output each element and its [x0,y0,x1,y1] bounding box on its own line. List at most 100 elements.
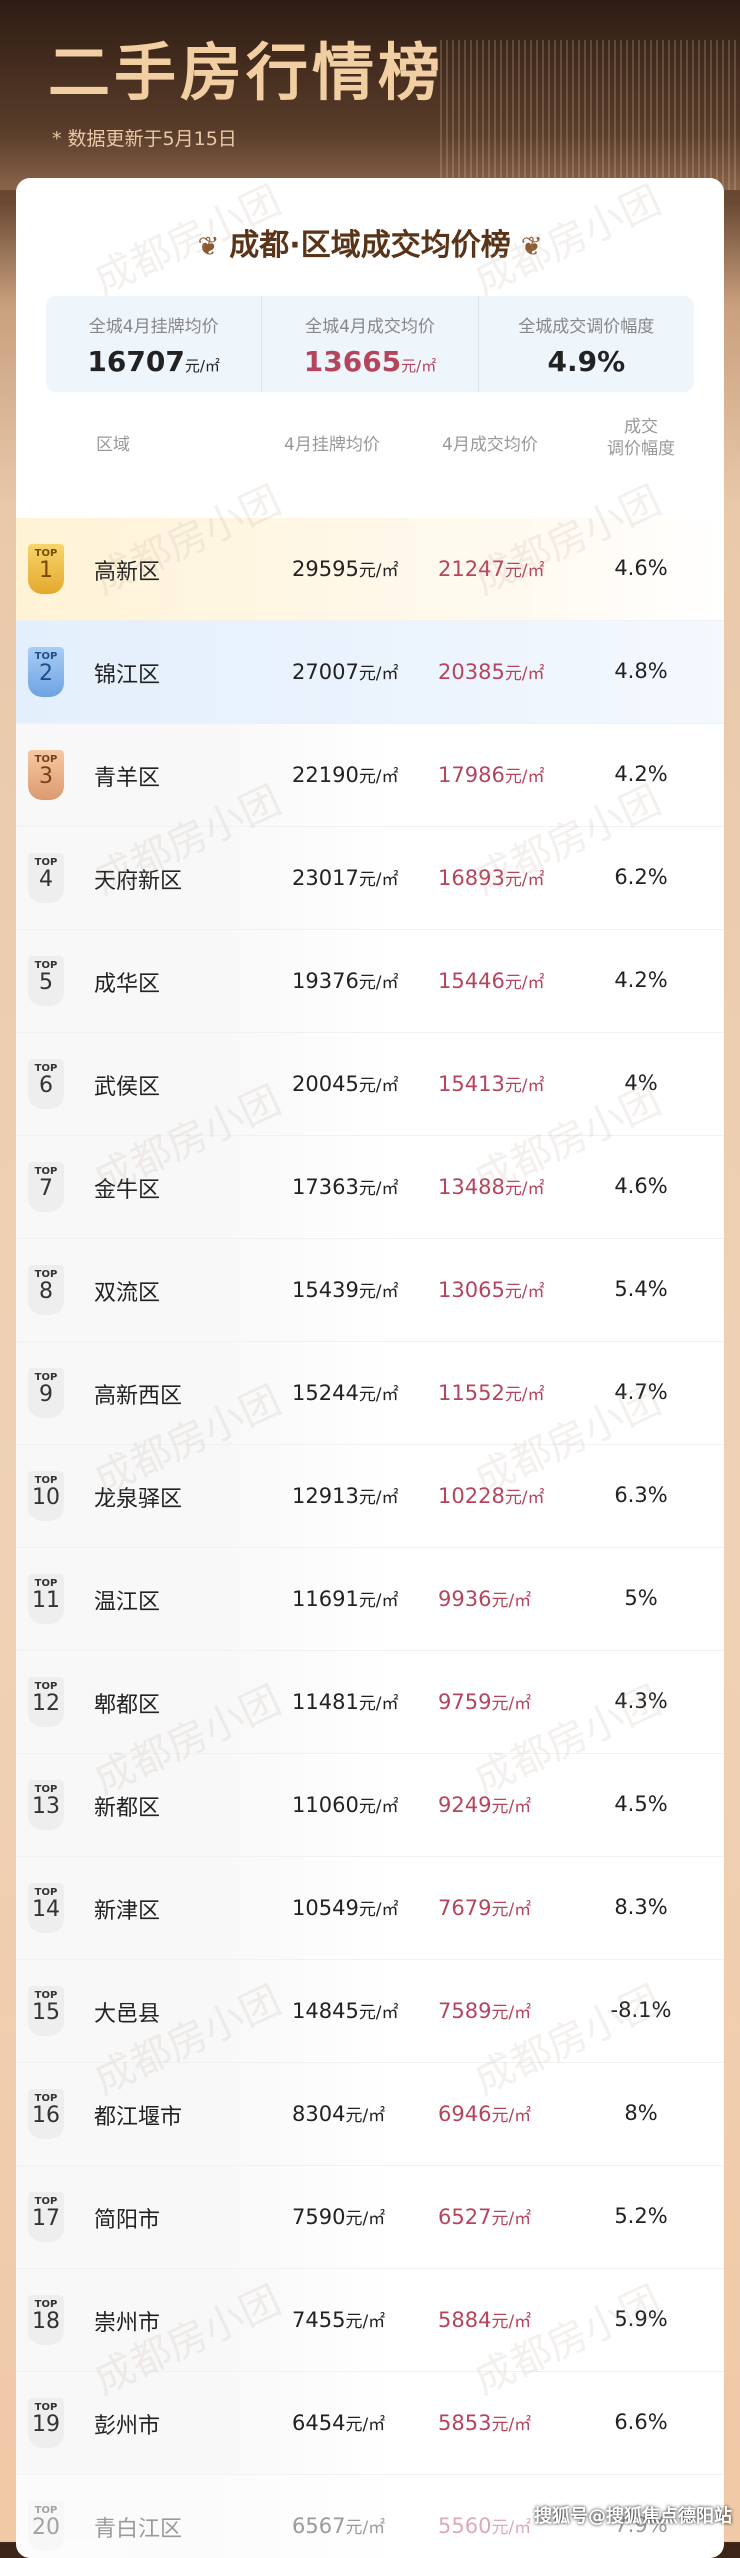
rank-number: 9 [39,1382,53,1407]
col-listing: 4月挂牌均价 [284,435,380,455]
rank-badge: TOP 8 [28,1265,64,1315]
value: 22190 [292,763,359,787]
deal-price: 11552元/㎡ [438,1380,545,1405]
deal-price: 13488元/㎡ [438,1174,545,1199]
unit: 元/㎡ [358,1797,399,1817]
region-name: 高新区 [94,560,161,585]
rank-number: 18 [32,2309,60,2334]
ranking-table: TOP 1 高新区 29595元/㎡ 21247元/㎡ 4.6% TOP 2 锦江区 … [16,518,724,2558]
summary-value: 16707元/㎡ [46,345,261,378]
region-name: 天府新区 [94,869,183,894]
region-name: 崇州市 [94,2311,161,2336]
rank-number: 7 [39,1176,53,1201]
value: 7589 [438,1999,492,2023]
price-change: 5% [624,1586,658,1610]
deal-price: 7679元/㎡ [438,1895,531,1920]
price-change: 4.5% [614,1792,668,1816]
top-label: TOP [34,2402,58,2413]
unit: 元/㎡ [358,1385,399,1405]
unit: 元/㎡ [504,1179,545,1199]
value: 20385 [438,660,505,684]
region-name: 新津区 [94,1899,161,1924]
listing-price: 12913元/㎡ [292,1483,399,1508]
unit: 元/㎡ [401,357,437,375]
region-name: 青白江区 [94,2517,183,2542]
value: 12913 [292,1484,359,1508]
listing-price: 6454元/㎡ [292,2410,385,2435]
unit: 元/㎡ [358,767,399,787]
top-label: TOP [34,2093,58,2104]
table-row: TOP 15 大邑县 14845元/㎡ 7589元/㎡ -8.1% [16,1960,724,2063]
value: 9249 [438,1793,492,1817]
summary-deal: 全城4月成交均价 13665元/㎡ [262,296,479,392]
value: 15439 [292,1278,359,1302]
region-name: 简阳市 [94,2208,161,2233]
unit: 元/㎡ [504,767,545,787]
price-change: 5.4% [614,1277,668,1301]
table-row: TOP 3 青羊区 22190元/㎡ 17986元/㎡ 4.2% [16,724,724,827]
unit: 元/㎡ [491,1591,532,1611]
unit: 元/㎡ [491,2312,532,2332]
rank-number: 17 [32,2206,60,2231]
summary-listing: 全城4月挂牌均价 16707元/㎡ [46,296,263,392]
laurel-right-icon: ❦ [520,232,543,262]
table-row: TOP 1 高新区 29595元/㎡ 21247元/㎡ 4.6% [16,518,724,621]
listing-price: 7455元/㎡ [292,2307,385,2332]
value: 6946 [438,2102,492,2126]
value: 11691 [292,1587,359,1611]
value: 19376 [292,969,359,993]
listing-price: 11481元/㎡ [292,1689,399,1714]
unit: 元/㎡ [345,2415,386,2435]
deal-price: 16893元/㎡ [438,865,545,890]
table-row: TOP 12 郫都区 11481元/㎡ 9759元/㎡ 4.3% [16,1651,724,1754]
price-change: 5.2% [614,2204,668,2228]
unit: 元/㎡ [491,2003,532,2023]
col-pct-2: 调价幅度 [607,439,675,459]
top-label: TOP [34,1166,58,1177]
rank-badge: TOP 16 [28,2089,64,2139]
unit: 元/㎡ [358,664,399,684]
listing-price: 17363元/㎡ [292,1174,399,1199]
price-change: 4.6% [614,556,668,580]
value: 7679 [438,1896,492,1920]
source-credit: 搜狐号@搜狐焦点德阳站 [534,2506,732,2527]
rank-number: 2 [39,661,53,686]
table-row: TOP 17 简阳市 7590元/㎡ 6527元/㎡ 5.2% [16,2166,724,2269]
top-label: TOP [34,1372,58,1383]
rank-badge: TOP 9 [28,1368,64,1418]
rank-badge: TOP 1 [28,544,64,594]
table-row: TOP 10 龙泉驿区 12913元/㎡ 10228元/㎡ 6.3% [16,1445,724,1548]
value: 6454 [292,2411,346,2435]
table-row: TOP 14 新津区 10549元/㎡ 7679元/㎡ 8.3% [16,1857,724,1960]
rank-number: 16 [32,2103,60,2128]
price-change: 4.2% [614,762,668,786]
rank-badge: TOP 2 [28,647,64,697]
listing-price: 23017元/㎡ [292,865,399,890]
table-row: TOP 5 成华区 19376元/㎡ 15446元/㎡ 4.2% [16,930,724,1033]
unit: 元/㎡ [491,2518,532,2538]
col-pct-1: 成交 [624,417,658,437]
top-label: TOP [34,1887,58,1898]
unit: 元/㎡ [358,2003,399,2023]
table-row: TOP 7 金牛区 17363元/㎡ 13488元/㎡ 4.6% [16,1136,724,1239]
deal-price: 10228元/㎡ [438,1483,545,1508]
top-label: TOP [34,2299,58,2310]
value: 23017 [292,866,359,890]
region-name: 温江区 [94,1590,161,1615]
value: 17363 [292,1175,359,1199]
update-note: * 数据更新于5月15日 [52,128,237,150]
region-name: 龙泉驿区 [94,1487,183,1512]
unit: 元/㎡ [491,1797,532,1817]
unit: 元/㎡ [504,1282,545,1302]
rank-number: 3 [39,764,53,789]
value: 16893 [438,866,505,890]
region-name: 双流区 [94,1281,161,1306]
rank-number: 20 [32,2515,60,2540]
listing-price: 11060元/㎡ [292,1792,399,1817]
rank-number: 14 [32,1897,60,1922]
unit: 元/㎡ [358,561,399,581]
table-header: 区域 4月挂牌均价 4月成交均价 成交 调价幅度 [16,408,724,478]
value: 7590 [292,2205,346,2229]
unit: 元/㎡ [491,2106,532,2126]
price-change: 8% [624,2101,658,2125]
